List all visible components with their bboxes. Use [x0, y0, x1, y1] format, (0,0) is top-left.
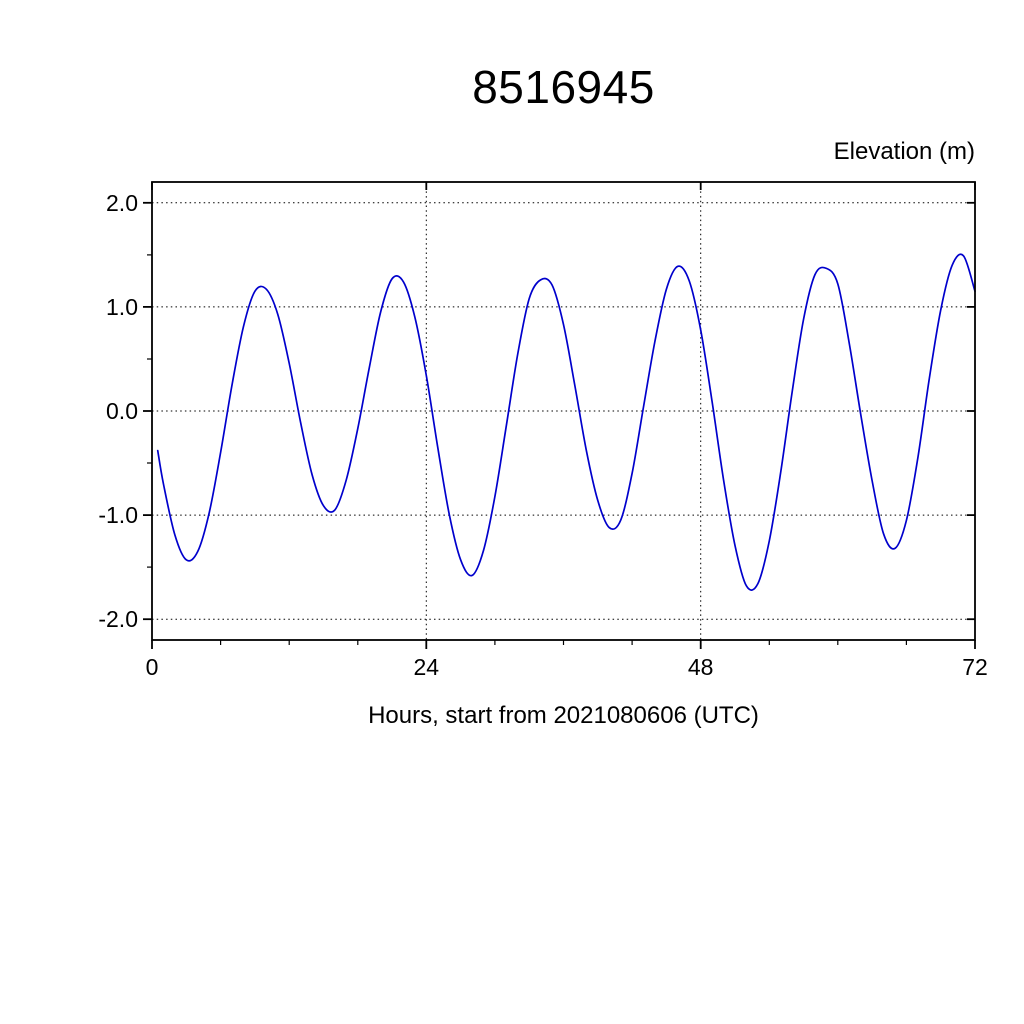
page-title: 8516945: [472, 61, 655, 113]
x-tick-label: 0: [146, 654, 159, 680]
tick-labels: 0 24 48 72 -2.0 -1.0 0.0 1.0 2.0: [98, 190, 987, 680]
y-tick-label: 0.0: [106, 398, 138, 424]
x-tick-label: 72: [962, 654, 988, 680]
tick-marks: [143, 182, 976, 649]
y-axis-title: Elevation (m): [833, 138, 975, 165]
x-tick-label: 48: [688, 654, 714, 680]
y-tick-label: -1.0: [98, 502, 138, 528]
gridlines: [152, 182, 975, 640]
y-tick-label: 2.0: [106, 190, 138, 216]
y-tick-label: 1.0: [106, 294, 138, 320]
x-tick-label: 24: [414, 654, 440, 680]
x-axis-title: Hours, start from 2021080606 (UTC): [368, 702, 759, 729]
y-tick-label: -2.0: [98, 606, 138, 632]
tide-curve: [156, 253, 976, 591]
